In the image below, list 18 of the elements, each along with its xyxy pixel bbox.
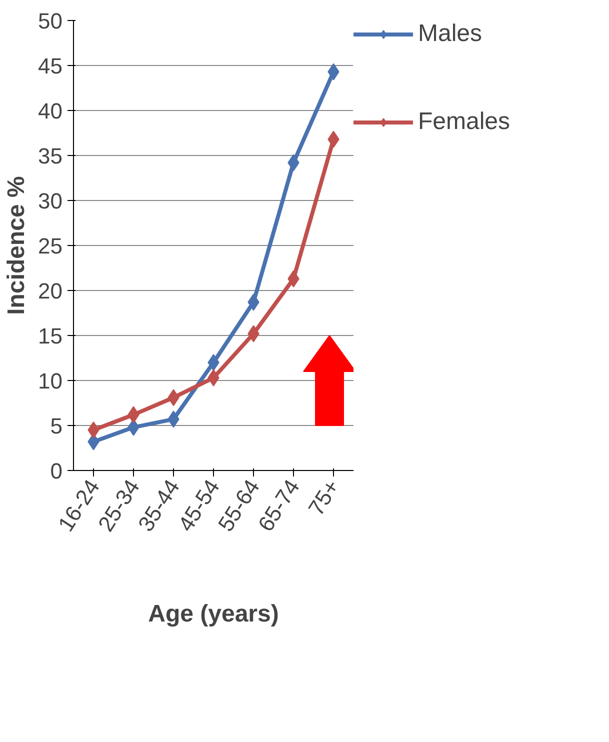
y-tick-label: 10 [38, 368, 63, 394]
y-tick-label: 50 [38, 8, 63, 34]
y-tick-label: 45 [38, 54, 63, 78]
point [88, 422, 100, 438]
legend-label: Females [418, 108, 510, 136]
x-axis-title: Age (years) [148, 600, 279, 628]
x-tick-label: 75+ [303, 475, 344, 520]
y-tick-label: 15 [38, 324, 63, 348]
y-tick-label: 40 [38, 98, 63, 124]
legend-label: Males [418, 20, 482, 48]
y-tick-label: 5 [50, 414, 63, 438]
y-tick-label: 25 [38, 234, 63, 258]
y-tick-label: 35 [38, 144, 63, 168]
y-axis-title: Incidence % [3, 176, 30, 315]
point [208, 354, 220, 371]
y-tick-label: 20 [38, 278, 63, 304]
y-tick-label: 30 [38, 188, 63, 214]
y-tick-label: 0 [50, 458, 63, 484]
